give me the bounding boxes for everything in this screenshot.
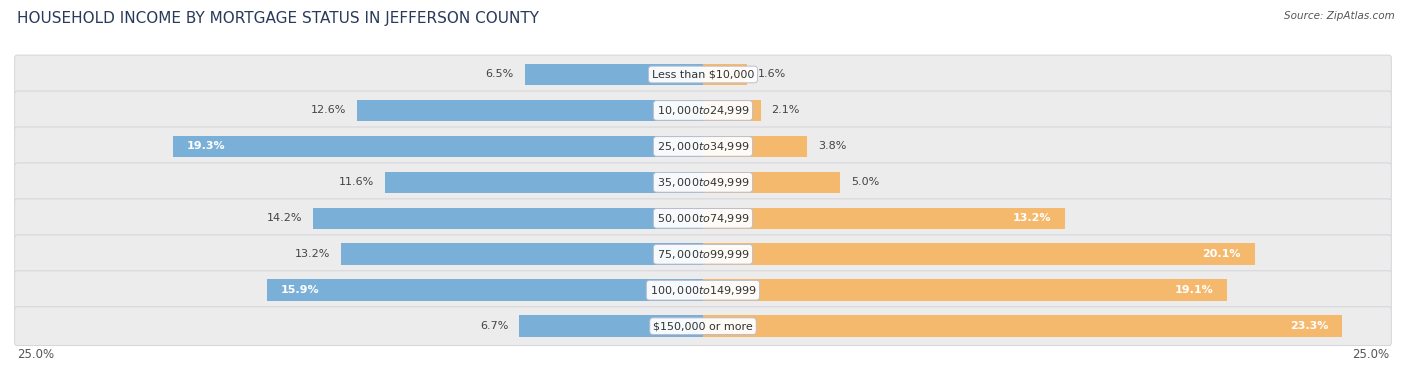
Text: Less than $10,000: Less than $10,000 [652, 70, 754, 79]
Text: $100,000 to $149,999: $100,000 to $149,999 [650, 284, 756, 297]
Text: 12.6%: 12.6% [311, 105, 346, 115]
Text: $50,000 to $74,999: $50,000 to $74,999 [657, 212, 749, 225]
Text: 14.2%: 14.2% [267, 213, 302, 223]
Text: $10,000 to $24,999: $10,000 to $24,999 [657, 104, 749, 117]
Text: 25.0%: 25.0% [1353, 349, 1389, 361]
FancyBboxPatch shape [14, 127, 1392, 166]
Text: 2.1%: 2.1% [772, 105, 800, 115]
Bar [703, 315, 1343, 337]
Bar [385, 172, 703, 193]
Bar [314, 208, 703, 229]
Bar [703, 208, 1066, 229]
Bar [703, 100, 761, 121]
FancyBboxPatch shape [14, 55, 1392, 94]
Bar [703, 64, 747, 85]
Text: 11.6%: 11.6% [339, 177, 374, 187]
Text: 3.8%: 3.8% [818, 141, 846, 152]
Text: 6.7%: 6.7% [479, 321, 508, 331]
FancyBboxPatch shape [14, 91, 1392, 130]
Text: 20.1%: 20.1% [1202, 249, 1241, 259]
Bar [703, 136, 807, 157]
Bar [524, 64, 703, 85]
FancyBboxPatch shape [14, 199, 1392, 238]
Bar [173, 136, 703, 157]
Text: 13.2%: 13.2% [294, 249, 330, 259]
Text: 5.0%: 5.0% [851, 177, 880, 187]
Text: 15.9%: 15.9% [280, 285, 319, 295]
Text: $75,000 to $99,999: $75,000 to $99,999 [657, 248, 749, 261]
Bar [267, 279, 703, 301]
Text: $150,000 or more: $150,000 or more [654, 321, 752, 331]
Bar [340, 243, 703, 265]
Bar [703, 243, 1254, 265]
Bar [703, 279, 1227, 301]
Text: 6.5%: 6.5% [485, 70, 513, 79]
FancyBboxPatch shape [14, 235, 1392, 274]
Text: $25,000 to $34,999: $25,000 to $34,999 [657, 140, 749, 153]
FancyBboxPatch shape [14, 163, 1392, 202]
Text: 1.6%: 1.6% [758, 70, 786, 79]
Text: $35,000 to $49,999: $35,000 to $49,999 [657, 176, 749, 189]
Text: Source: ZipAtlas.com: Source: ZipAtlas.com [1284, 11, 1395, 21]
Text: 25.0%: 25.0% [17, 349, 53, 361]
FancyBboxPatch shape [14, 307, 1392, 345]
Text: HOUSEHOLD INCOME BY MORTGAGE STATUS IN JEFFERSON COUNTY: HOUSEHOLD INCOME BY MORTGAGE STATUS IN J… [17, 11, 538, 26]
Text: 23.3%: 23.3% [1291, 321, 1329, 331]
Text: 13.2%: 13.2% [1014, 213, 1052, 223]
Bar [357, 100, 703, 121]
FancyBboxPatch shape [14, 271, 1392, 310]
Bar [519, 315, 703, 337]
Text: 19.1%: 19.1% [1175, 285, 1213, 295]
Bar [703, 172, 841, 193]
Text: 19.3%: 19.3% [187, 141, 225, 152]
